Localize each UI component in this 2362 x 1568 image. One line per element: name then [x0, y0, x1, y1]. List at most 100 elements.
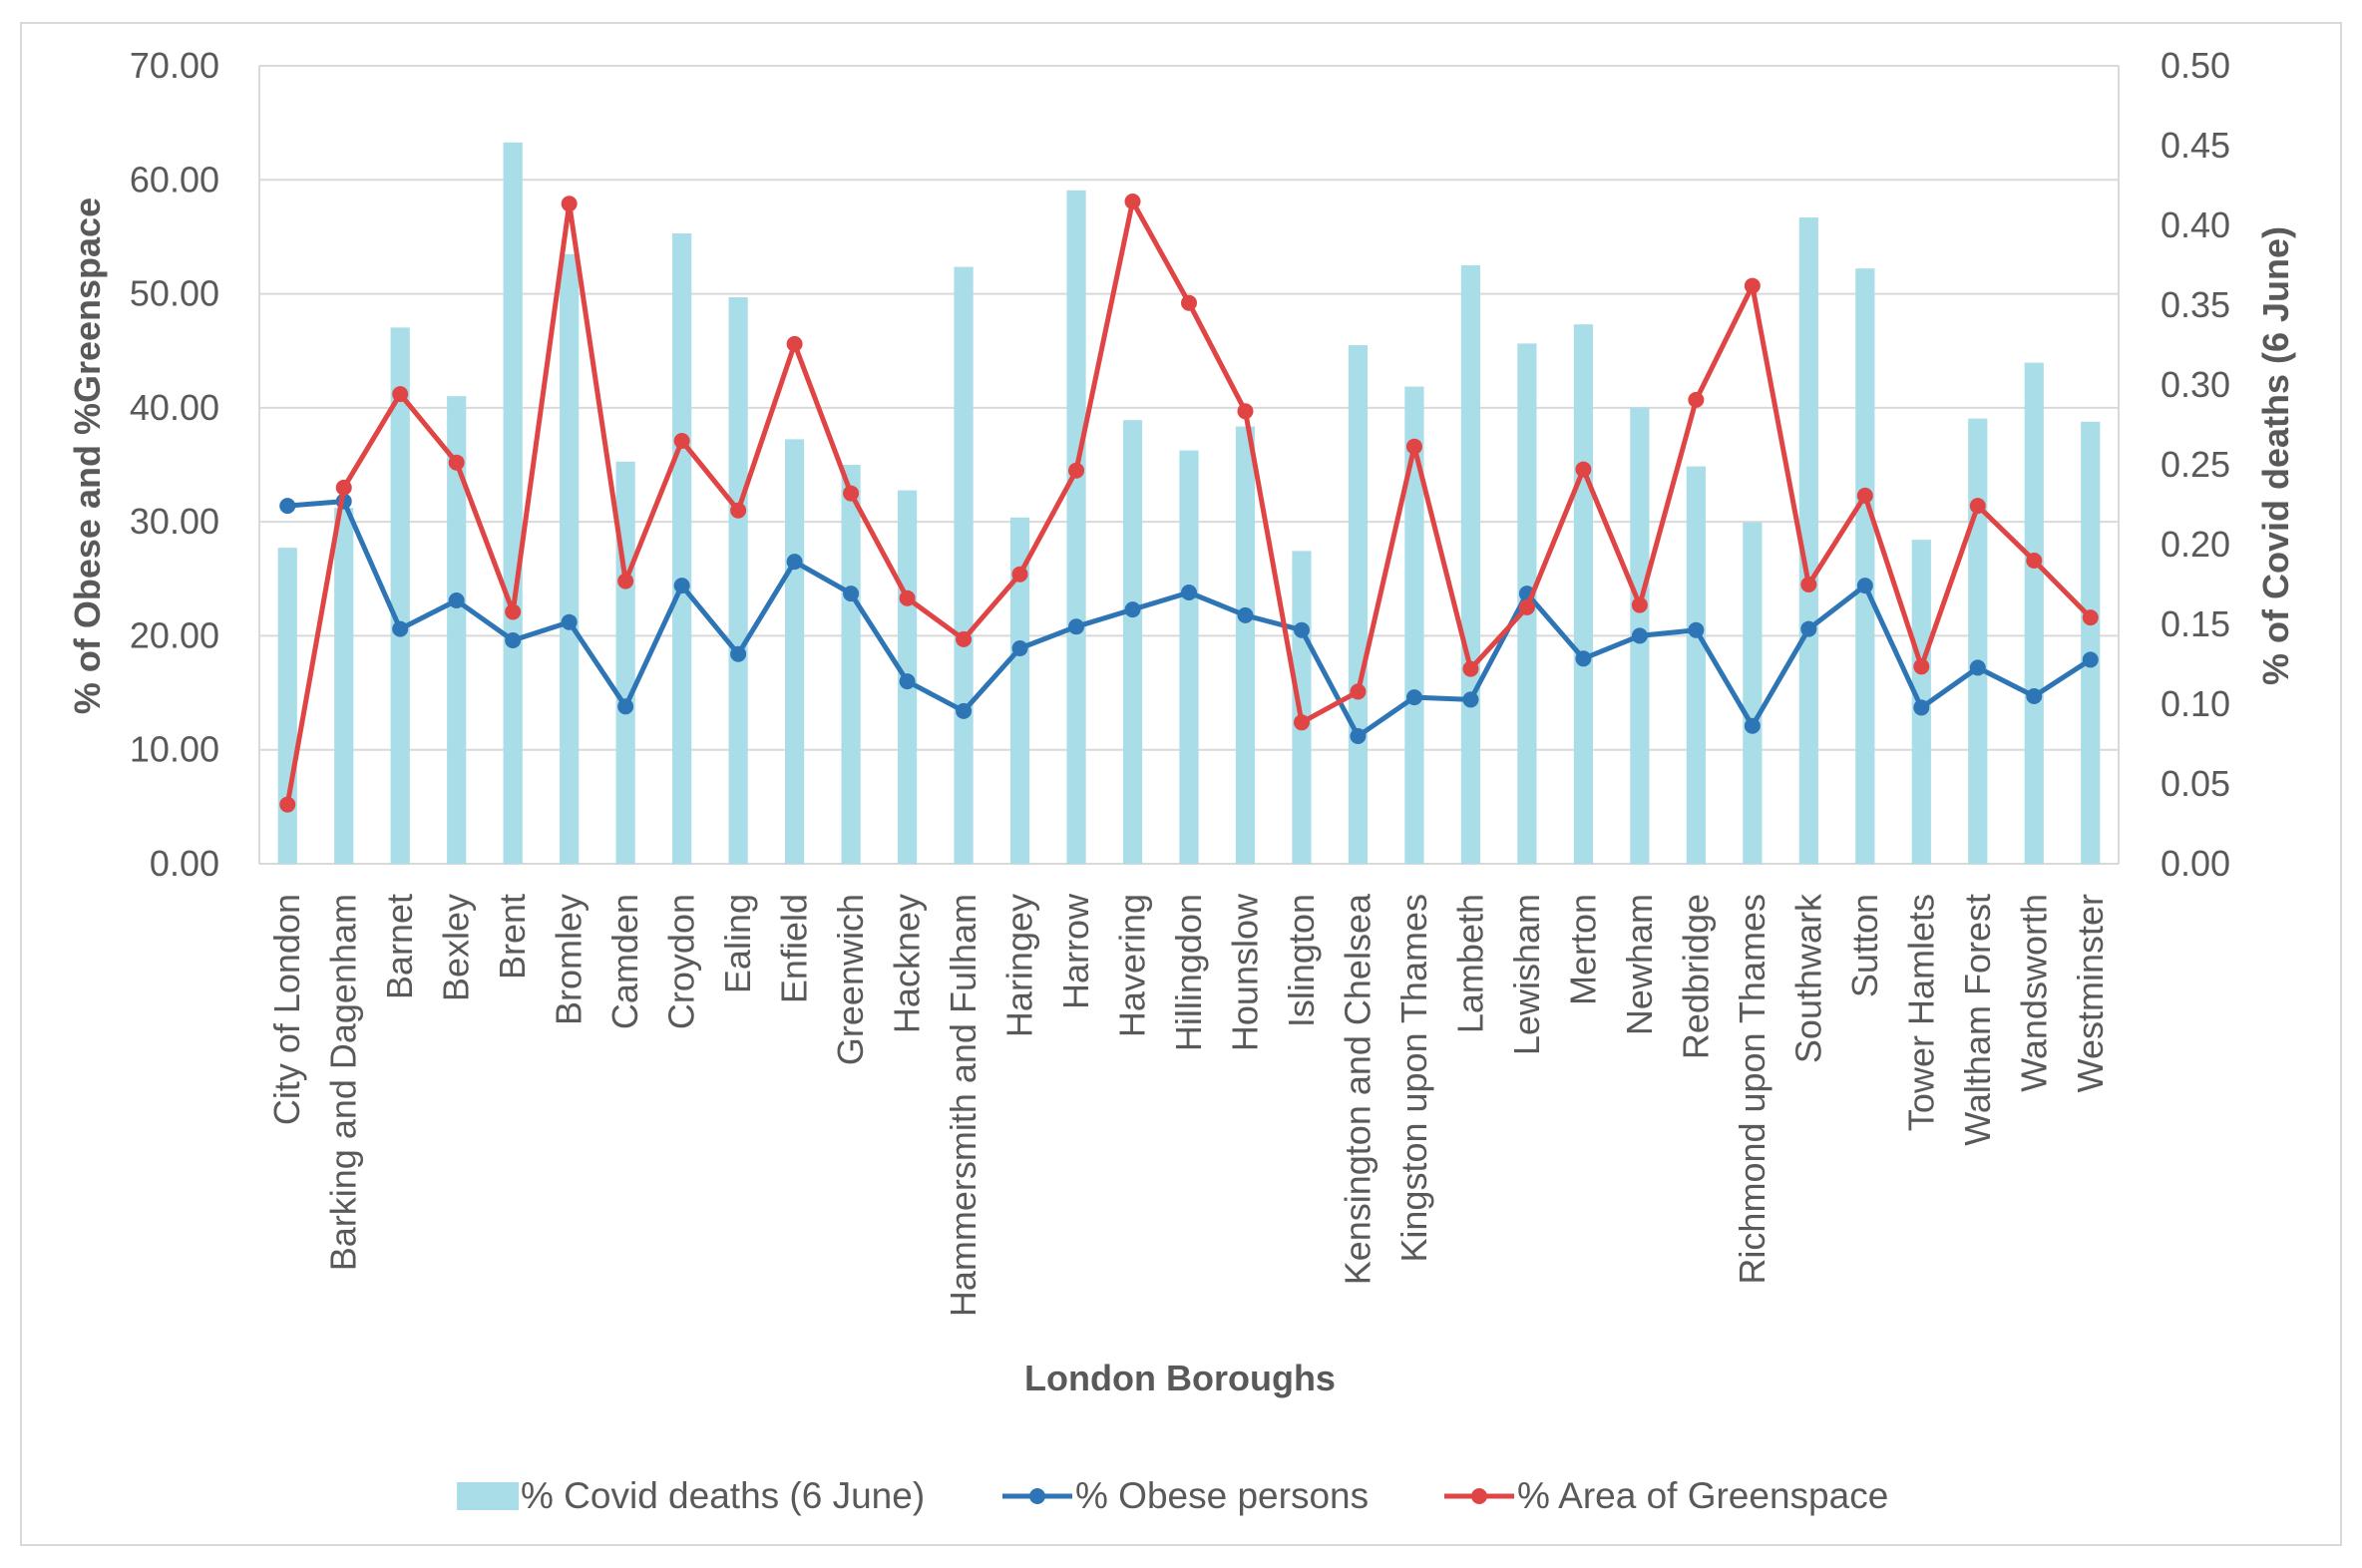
point-greenspace	[786, 335, 803, 352]
x-category-label: Hillingdon	[1168, 894, 1209, 1051]
legend-label-greenspace: % Area of Greenspace	[1517, 1475, 1888, 1516]
x-axis-title: London Boroughs	[1024, 1358, 1336, 1398]
x-category-label: Merton	[1562, 894, 1603, 1005]
y2-tick-label: 0.50	[2161, 45, 2230, 86]
point-obese	[899, 673, 916, 690]
point-greenspace	[448, 454, 465, 471]
x-category-label: Kingston upon Thames	[1393, 894, 1434, 1263]
x-category-label: Bexley	[436, 894, 477, 1001]
x-category-label: Waltham Forest	[1957, 894, 1998, 1146]
bar-covid-deaths	[1968, 418, 1988, 864]
point-greenspace	[561, 196, 578, 212]
x-category-label: Kensington and Chelsea	[1337, 893, 1378, 1285]
point-obese	[617, 698, 634, 715]
point-obese	[673, 578, 690, 594]
y-tick-label: 60.00	[130, 159, 219, 199]
bar-covid-deaths	[2024, 362, 2044, 864]
point-greenspace	[1293, 714, 1310, 731]
point-greenspace	[392, 386, 409, 403]
point-obese	[1462, 691, 1479, 708]
point-greenspace	[1913, 658, 1930, 675]
y-tick-label: 0.00	[150, 843, 219, 884]
point-greenspace	[1575, 461, 1592, 478]
y2-tick-label: 0.25	[2161, 444, 2230, 485]
point-greenspace	[1744, 277, 1761, 294]
bar-covid-deaths	[1348, 345, 1369, 864]
point-greenspace	[1350, 683, 1367, 700]
y2-tick-label: 0.20	[2161, 524, 2230, 565]
y-tick-label: 20.00	[130, 614, 219, 655]
bar-covid-deaths	[1066, 190, 1086, 865]
bar-covid-deaths	[390, 327, 410, 864]
y2-tick-label: 0.05	[2161, 763, 2230, 804]
x-category-label: Tower Hamlets	[1900, 894, 1941, 1131]
bar-covid-deaths	[447, 396, 467, 864]
point-greenspace	[1856, 487, 1873, 504]
x-category-label: Lambeth	[1449, 894, 1490, 1033]
x-category-label: Richmond upon Thames	[1732, 894, 1772, 1285]
x-category-label: Croydon	[661, 894, 702, 1029]
x-category-label: Hounslow	[1224, 893, 1265, 1051]
point-obese	[2082, 651, 2099, 668]
point-greenspace	[1237, 403, 1254, 420]
point-obese	[561, 613, 578, 630]
y-axis-title: % of Obese and %Greenspace	[67, 197, 108, 714]
bar-covid-deaths	[672, 233, 692, 864]
point-obese	[1181, 585, 1197, 600]
point-obese	[1744, 717, 1761, 734]
x-category-label: Brent	[492, 894, 533, 980]
point-obese	[1011, 640, 1028, 656]
point-greenspace	[1068, 462, 1085, 479]
bar-covid-deaths	[503, 142, 523, 865]
bar-covid-deaths	[1122, 420, 1143, 864]
x-category-label: Islington	[1281, 894, 1322, 1027]
x-axis-categories: City of London Barking and Dagenham Barnet…	[266, 893, 2111, 1317]
secondary-y-axis: 0.00 0.05 0.10 0.15 0.20 0.25 0.30 0.35 0.40 0.45…	[2161, 45, 2230, 884]
x-category-label: Redbridge	[1675, 894, 1716, 1059]
point-obese	[786, 554, 803, 571]
point-obese	[1856, 578, 1873, 594]
x-category-label: Havering	[1112, 894, 1153, 1037]
point-greenspace	[1969, 498, 1986, 515]
bar-series	[277, 142, 2101, 865]
point-greenspace	[279, 796, 296, 813]
x-category-label: Hammersmith and Fulham	[943, 894, 984, 1317]
point-greenspace	[1011, 566, 1028, 583]
y-tick-label: 70.00	[130, 45, 219, 86]
point-greenspace	[1181, 294, 1197, 311]
bar-covid-deaths	[1573, 324, 1593, 864]
point-obese	[1293, 621, 1310, 638]
legend-label-covid-deaths: % Covid deaths (6 June)	[521, 1475, 925, 1516]
bar-covid-deaths	[1009, 517, 1030, 864]
bar-covid-deaths	[1235, 426, 1256, 864]
legend-marker-greenspace	[1471, 1488, 1487, 1504]
point-obese	[1350, 728, 1367, 744]
bar-covid-deaths	[1179, 450, 1199, 864]
x-category-label: Wandsworth	[2013, 894, 2054, 1092]
x-category-label: Camden	[604, 894, 645, 1029]
point-greenspace	[1124, 194, 1141, 209]
x-category-label: Lewisham	[1506, 894, 1547, 1055]
bar-covid-deaths	[560, 253, 580, 865]
point-obese	[1969, 659, 1986, 676]
bar-covid-deaths	[785, 439, 805, 864]
bar-covid-deaths	[841, 465, 861, 864]
point-greenspace	[899, 589, 916, 606]
x-category-label: Ealing	[717, 894, 758, 993]
point-obese	[2026, 688, 2043, 704]
x-category-label: City of London	[266, 894, 307, 1125]
bar-covid-deaths	[1855, 268, 1875, 864]
y2-tick-label: 0.00	[2161, 843, 2230, 884]
point-obese	[1237, 606, 1254, 623]
y2-tick-label: 0.15	[2161, 603, 2230, 644]
point-greenspace	[673, 433, 690, 449]
point-greenspace	[1800, 577, 1817, 592]
point-obese	[1405, 689, 1422, 706]
x-category-label: Sutton	[1844, 894, 1885, 997]
bar-covid-deaths	[954, 266, 974, 865]
point-obese	[448, 592, 465, 608]
point-greenspace	[335, 479, 352, 496]
x-category-label: Enfield	[774, 894, 815, 1003]
x-category-label: Hackney	[887, 894, 928, 1033]
point-obese	[1575, 650, 1592, 667]
